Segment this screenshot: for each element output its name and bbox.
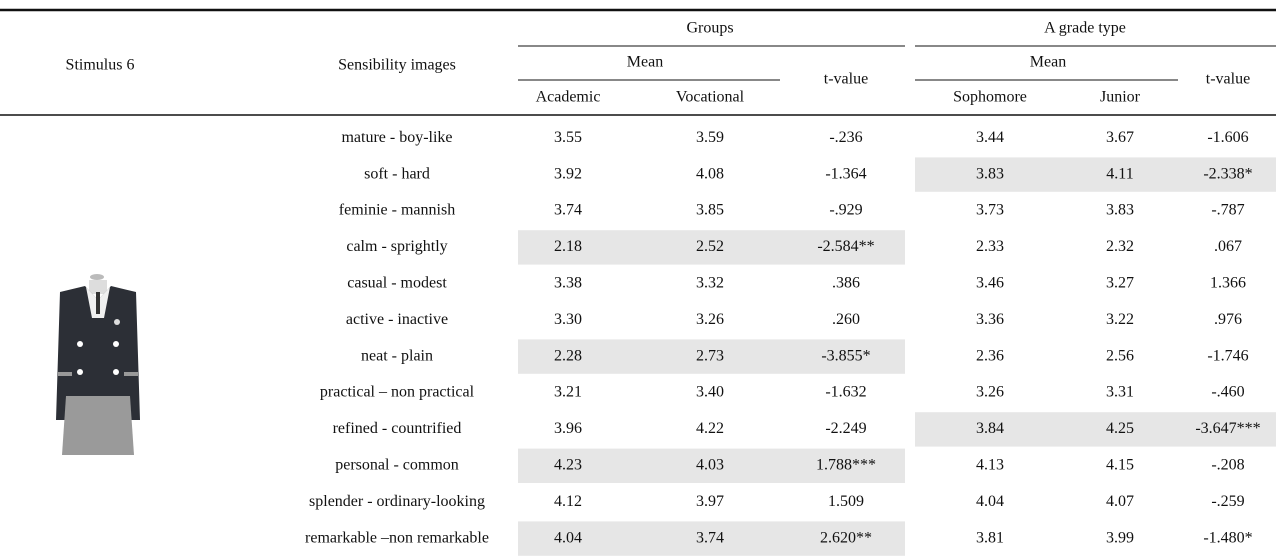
- cell: 4.07: [1106, 493, 1134, 510]
- cell: 3.55: [554, 129, 582, 146]
- cell: 3.83: [1106, 202, 1134, 219]
- row-label: mature - boy-like: [341, 129, 452, 146]
- row-label: splender - ordinary-looking: [309, 493, 485, 510]
- cell: -1.746: [1207, 347, 1248, 364]
- row-label: refined - countrified: [333, 420, 462, 437]
- column-header: Vocational: [676, 89, 745, 106]
- cell: -.236: [829, 129, 862, 146]
- cell: 1.509: [828, 493, 864, 510]
- cell: 1.788***: [816, 456, 876, 473]
- cell: 3.40: [696, 384, 724, 401]
- cell: 3.31: [1106, 384, 1134, 401]
- cell: 3.27: [1106, 274, 1134, 291]
- cell: 2.32: [1106, 238, 1134, 255]
- cell: 4.08: [696, 165, 724, 182]
- cell: 3.32: [696, 274, 724, 291]
- cell: 2.52: [696, 238, 724, 255]
- cell: 2.33: [976, 238, 1004, 255]
- cell: .067: [1214, 238, 1242, 255]
- cell: 4.23: [554, 456, 582, 473]
- column-header: Sophomore: [953, 89, 1027, 106]
- cell: 3.26: [976, 384, 1004, 401]
- cell: -2.249: [825, 420, 866, 437]
- cell: -.259: [1211, 493, 1244, 510]
- cell: 2.620**: [820, 529, 872, 546]
- row-header: Sensibility images: [338, 57, 456, 74]
- cell: -.929: [829, 202, 862, 219]
- cell: .976: [1214, 311, 1242, 328]
- row-label: practical – non practical: [320, 384, 475, 401]
- stimulus-label: Stimulus 6: [66, 57, 135, 74]
- row-label: soft - hard: [364, 165, 430, 182]
- grade-header: A grade type: [1044, 20, 1126, 37]
- cell: -1.364: [825, 165, 866, 182]
- cell: .260: [832, 311, 860, 328]
- row-label: neat - plain: [361, 347, 433, 364]
- t-header: t-value: [824, 71, 868, 88]
- cell: 3.83: [976, 165, 1004, 182]
- t-header: t-value: [1206, 71, 1250, 88]
- cell: 2.28: [554, 347, 582, 364]
- mean-header: Mean: [627, 54, 663, 71]
- cell: 3.21: [554, 384, 582, 401]
- column-header: Junior: [1100, 89, 1141, 106]
- cell: 2.18: [554, 238, 582, 255]
- cell: 3.46: [976, 274, 1004, 291]
- cell: -3.647***: [1195, 420, 1260, 437]
- cell: 1.366: [1210, 274, 1246, 291]
- cell: 4.04: [554, 529, 582, 546]
- cell: 4.04: [976, 493, 1004, 510]
- cell: -1.480*: [1203, 529, 1252, 546]
- cell: 3.97: [696, 493, 724, 510]
- row-label: remarkable –non remarkable: [305, 529, 489, 546]
- cell: -2.584**: [817, 238, 874, 255]
- cell: 2.73: [696, 347, 724, 364]
- cell: 3.99: [1106, 529, 1134, 546]
- cell: 3.59: [696, 129, 724, 146]
- cell: -3.855*: [821, 347, 870, 364]
- row-label: feminie - mannish: [339, 202, 455, 219]
- cell: 3.85: [696, 202, 724, 219]
- cell: 4.13: [976, 456, 1004, 473]
- cell: -1.632: [825, 384, 866, 401]
- cell: 3.36: [976, 311, 1004, 328]
- cell: 3.44: [976, 129, 1004, 146]
- cell: 3.84: [976, 420, 1004, 437]
- cell: 4.12: [554, 493, 582, 510]
- cell: -2.338*: [1203, 165, 1252, 182]
- cell: 4.15: [1106, 456, 1134, 473]
- cell: 3.96: [554, 420, 582, 437]
- cell: 3.22: [1106, 311, 1134, 328]
- cell: 2.56: [1106, 347, 1134, 364]
- mean-header: Mean: [1030, 54, 1066, 71]
- uniform-image: [56, 274, 140, 455]
- groups-header: Groups: [686, 20, 733, 37]
- cell: 3.67: [1106, 129, 1134, 146]
- cell: -1.606: [1207, 129, 1248, 146]
- row-label: calm - sprightly: [346, 238, 447, 255]
- row-label: active - inactive: [346, 311, 448, 328]
- cell: -.208: [1211, 456, 1244, 473]
- row-label: personal - common: [335, 456, 459, 473]
- cell: 3.26: [696, 311, 724, 328]
- cell: 3.74: [554, 202, 582, 219]
- cell: 4.25: [1106, 420, 1134, 437]
- cell: 3.73: [976, 202, 1004, 219]
- page: {"table": { "stimulus": "Stimulus 6", "r…: [0, 0, 1276, 559]
- cell: 3.74: [696, 529, 724, 546]
- cell: 3.92: [554, 165, 582, 182]
- column-header: Academic: [536, 89, 601, 106]
- cell: 4.11: [1106, 165, 1133, 182]
- cell: -.460: [1211, 384, 1244, 401]
- cell: 4.22: [696, 420, 724, 437]
- cell: 3.38: [554, 274, 582, 291]
- cell: 4.03: [696, 456, 724, 473]
- cell: 3.81: [976, 529, 1004, 546]
- table: Stimulus 6 Sensibility images Groups A g…: [0, 0, 1276, 559]
- row-label: casual - modest: [347, 274, 447, 291]
- cell: -.787: [1211, 202, 1244, 219]
- cell: 2.36: [976, 347, 1004, 364]
- cell: 3.30: [554, 311, 582, 328]
- cell: .386: [832, 274, 860, 291]
